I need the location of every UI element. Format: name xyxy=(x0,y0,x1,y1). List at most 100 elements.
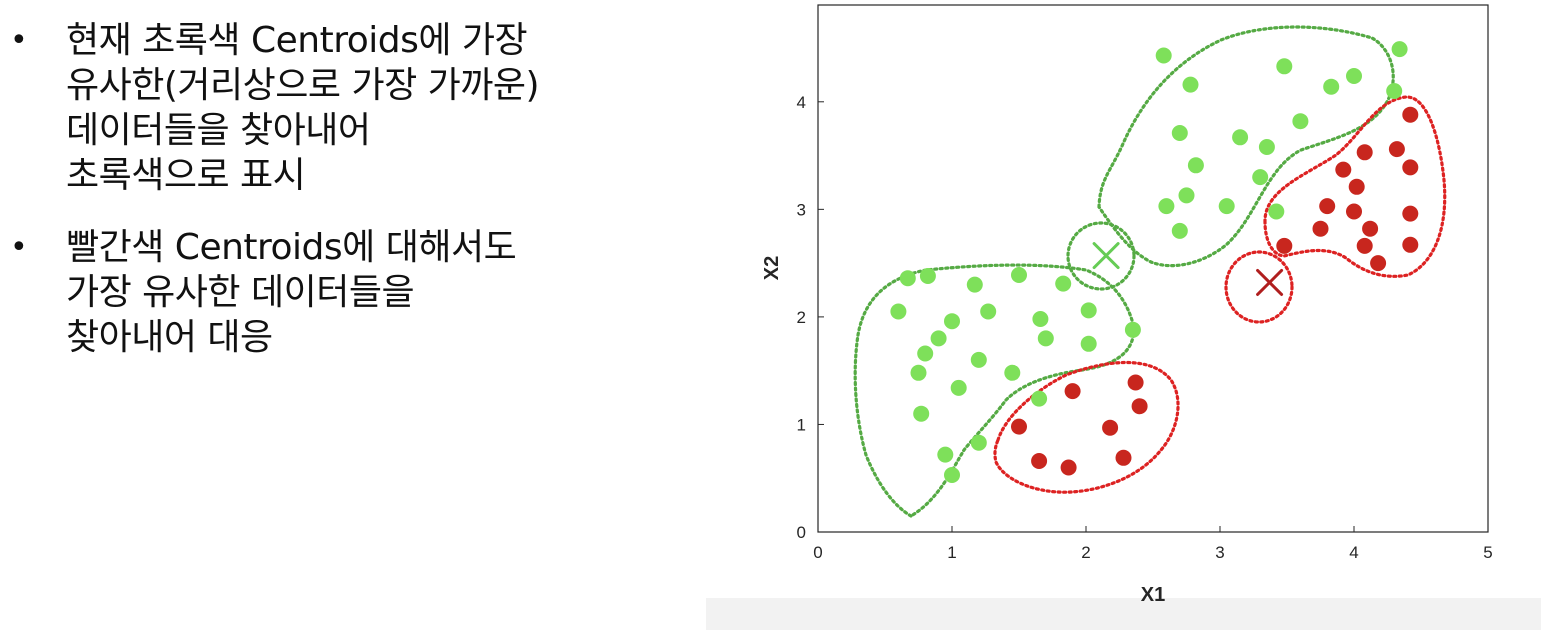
green-cluster-lower-outline xyxy=(853,263,1136,518)
y-tick-label: 0 xyxy=(797,523,806,542)
red-cluster-lower-outline xyxy=(993,361,1180,494)
bullet-line: 현재 초록색 Centroids에 가장 xyxy=(66,20,528,61)
x-tick-label: 3 xyxy=(1215,543,1224,562)
y-tick-label: 3 xyxy=(797,200,806,219)
green-data-point xyxy=(1187,157,1204,174)
y-axis-label: X2 xyxy=(761,256,783,280)
green-data-point xyxy=(1031,390,1048,407)
green-data-point xyxy=(1124,321,1141,338)
green-data-point xyxy=(913,405,930,422)
green-data-point xyxy=(1004,364,1021,381)
x-tick-label: 1 xyxy=(947,543,956,562)
red-data-point xyxy=(1346,203,1362,220)
red-data-point xyxy=(1312,220,1329,237)
bullet-line: 데이터들을 찾아내어 xyxy=(66,110,371,151)
green-data-point xyxy=(1178,187,1195,204)
bullet-line: 빨간색 Centroids에 대해서도 xyxy=(66,227,517,268)
x-tick-label: 5 xyxy=(1483,543,1492,562)
red-data-point xyxy=(1388,141,1405,158)
red-data-point xyxy=(1102,419,1119,436)
red-data-point xyxy=(1131,398,1148,415)
centroid-markers xyxy=(1092,242,1284,296)
green-data-point xyxy=(1080,335,1097,352)
red-data-point xyxy=(1335,161,1352,178)
x-tick-label: 0 xyxy=(813,543,822,562)
green-data-point xyxy=(980,303,997,320)
green-data-point xyxy=(1182,76,1199,93)
scatter-chart: 0 1 2 3 4 5 0 1 2 3 4 X1 X2 xyxy=(761,4,1493,606)
y-tick-label: 4 xyxy=(797,93,806,112)
red-data-point xyxy=(1402,106,1419,123)
green-centroid-outline xyxy=(1066,221,1136,291)
green-cluster-upper-outline xyxy=(1097,25,1395,268)
bullet-item: • 현재 초록색 Centroids에 가장 유사한(거리상으로 가장 가까운) 데이… xyxy=(0,18,700,198)
green-data-point xyxy=(1391,41,1408,58)
green-data-point xyxy=(930,330,947,347)
red-data-point xyxy=(1402,205,1419,222)
green-data-point xyxy=(1252,169,1269,186)
x-axis-label: X1 xyxy=(1141,584,1165,606)
green-data-point xyxy=(1232,129,1249,146)
red-data-point xyxy=(1402,159,1419,176)
green-data-point xyxy=(917,345,934,362)
data-points xyxy=(890,41,1419,483)
red-data-point xyxy=(1276,237,1293,254)
x-tick-label: 2 xyxy=(1081,543,1090,562)
green-data-point xyxy=(937,446,954,463)
bullet-line: 가장 유사한 데이터들을 xyxy=(66,272,415,313)
red-data-point xyxy=(1362,220,1379,237)
red-data-point xyxy=(1011,418,1027,435)
plot-area xyxy=(817,4,1489,533)
red-data-point xyxy=(1402,236,1419,253)
red-data-point xyxy=(1127,374,1144,391)
bullet-line: 초록색으로 표시 xyxy=(66,155,306,196)
green-data-point xyxy=(910,364,927,381)
red-data-point xyxy=(1356,144,1373,161)
green-data-point xyxy=(899,270,916,287)
green-data-point xyxy=(970,434,987,451)
green-data-point xyxy=(1386,83,1403,99)
green-centroid-stroke xyxy=(1092,242,1120,270)
bullet-dot: • xyxy=(10,23,28,58)
green-data-point xyxy=(970,351,987,368)
green-data-point xyxy=(1155,47,1172,64)
green-data-point xyxy=(1171,222,1188,239)
bullet-line: 찾아내어 대응 xyxy=(66,317,273,358)
y-tick-label: 1 xyxy=(797,415,806,434)
green-data-point xyxy=(1276,58,1293,75)
green-data-point xyxy=(950,379,967,396)
x-tick-label: 4 xyxy=(1349,543,1358,562)
green-data-point xyxy=(1258,139,1275,155)
green-data-point xyxy=(1346,68,1362,84)
green-data-point xyxy=(1218,198,1235,215)
red-data-point xyxy=(1319,198,1336,215)
red-data-point xyxy=(1356,237,1373,254)
green-data-point xyxy=(1158,198,1175,215)
green-data-point xyxy=(966,276,983,293)
bullet-item: • 빨간색 Centroids에 대해서도 가장 유사한 데이터들을 찾아내어 대응 xyxy=(0,225,700,360)
red-cluster-upper-outline xyxy=(1263,95,1447,278)
green-data-point xyxy=(1323,78,1340,95)
red-data-point xyxy=(1064,383,1081,400)
bullet-list: • 현재 초록색 Centroids에 가장 유사한(거리상으로 가장 가까운) 데이… xyxy=(0,18,700,387)
red-data-point xyxy=(1060,459,1077,476)
green-data-point xyxy=(1011,267,1027,283)
green-data-point xyxy=(1037,330,1054,347)
cluster-outlines xyxy=(853,25,1447,518)
green-data-point xyxy=(944,313,960,330)
red-data-point xyxy=(1031,453,1048,469)
red-centroid-outline xyxy=(1224,250,1294,324)
green-data-point xyxy=(1268,203,1285,220)
red-centroid-marker xyxy=(1256,268,1284,296)
green-data-point xyxy=(1080,302,1097,319)
bullet-dot: • xyxy=(10,230,28,265)
green-data-point xyxy=(944,467,960,483)
bullet-line: 유사한(거리상으로 가장 가까운) xyxy=(66,65,540,106)
green-data-point xyxy=(919,268,936,284)
red-data-point xyxy=(1348,178,1365,195)
chart-panel: 0 1 2 3 4 5 0 1 2 3 4 X1 X2 xyxy=(706,0,1541,630)
y-tick-label: 2 xyxy=(797,308,806,327)
green-centroid-marker xyxy=(1092,242,1120,270)
green-data-point xyxy=(890,303,907,320)
green-data-point xyxy=(1171,125,1188,141)
